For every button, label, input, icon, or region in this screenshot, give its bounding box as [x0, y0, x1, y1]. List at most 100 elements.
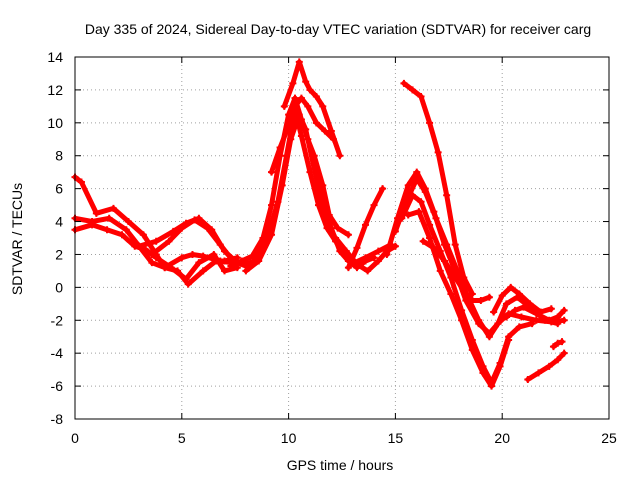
- data-point: [315, 201, 323, 209]
- data-point: [353, 260, 361, 268]
- data-point: [306, 86, 314, 94]
- data-point: [468, 346, 476, 354]
- data-point: [554, 313, 562, 321]
- data-point: [549, 343, 557, 351]
- y-tick-label: 6: [55, 181, 63, 197]
- data-point: [485, 293, 493, 301]
- data-point: [432, 214, 440, 222]
- data-point: [268, 201, 276, 209]
- y-tick-label: 14: [47, 49, 63, 65]
- data-point: [353, 244, 361, 252]
- data-point: [342, 247, 350, 255]
- data-point: [242, 267, 250, 275]
- data-point: [227, 262, 235, 270]
- data-point: [554, 356, 562, 364]
- data-point: [374, 257, 382, 265]
- data-point: [417, 198, 425, 206]
- data-point: [436, 267, 444, 275]
- data-point: [361, 254, 369, 262]
- data-point: [118, 231, 126, 239]
- data-point: [191, 216, 199, 224]
- data-point: [520, 303, 528, 311]
- data-point: [148, 259, 156, 267]
- data-point: [374, 247, 382, 255]
- series-sat-9: [268, 94, 337, 176]
- data-point: [408, 86, 416, 94]
- series-sat-16: [404, 208, 513, 390]
- data-point: [413, 175, 421, 183]
- chart-title: Day 335 of 2024, Sidereal Day-to-day VTE…: [85, 21, 591, 37]
- y-tick-label: 4: [55, 214, 63, 230]
- data-point: [195, 259, 203, 267]
- data-point: [334, 224, 342, 232]
- data-point: [210, 250, 218, 258]
- data-point: [178, 254, 186, 262]
- data-point: [485, 333, 493, 341]
- data-point: [92, 209, 100, 217]
- data-point: [507, 283, 515, 291]
- data-point: [364, 267, 372, 275]
- data-point: [434, 148, 442, 156]
- data-point: [361, 221, 369, 229]
- data-point: [415, 208, 423, 216]
- series-sat-14: [391, 175, 562, 341]
- data-point: [263, 234, 271, 242]
- data-point: [323, 224, 331, 232]
- data-point: [306, 168, 314, 176]
- data-point: [379, 185, 387, 193]
- y-tick-label: -4: [51, 345, 64, 361]
- data-point: [419, 237, 427, 245]
- data-point: [212, 257, 220, 265]
- data-point: [417, 92, 425, 100]
- data-point: [494, 320, 502, 328]
- data-point: [297, 94, 305, 102]
- data-point: [105, 214, 113, 222]
- data-point: [515, 290, 523, 298]
- data-point: [443, 241, 451, 249]
- series-sat-19: [490, 283, 555, 316]
- x-tick-label: 0: [71, 430, 79, 446]
- data-point: [77, 178, 85, 186]
- data-point: [174, 267, 182, 275]
- data-point: [289, 79, 297, 87]
- data-point: [391, 227, 399, 235]
- series-sat-22: [549, 338, 566, 351]
- data-point: [250, 257, 258, 265]
- x-tick-label: 15: [388, 430, 404, 446]
- data-point: [547, 305, 555, 313]
- data-point: [421, 188, 429, 196]
- data-point: [560, 349, 568, 357]
- y-tick-label: -8: [51, 411, 64, 427]
- plot-frame: [74, 56, 610, 420]
- x-axis-label: GPS time / hours: [287, 457, 394, 473]
- data-point: [184, 280, 192, 288]
- data-point: [460, 273, 468, 281]
- data-point: [268, 168, 276, 176]
- y-tick-label: 8: [55, 148, 63, 164]
- data-point: [398, 214, 406, 222]
- series-sat-10: [280, 58, 344, 160]
- data-point: [488, 382, 496, 390]
- data-point: [148, 250, 156, 258]
- y-tick-label: 2: [55, 246, 63, 262]
- data-point: [426, 234, 434, 242]
- data-point: [451, 241, 459, 249]
- x-tick-label: 25: [601, 430, 617, 446]
- data-point: [276, 144, 284, 151]
- data-point: [475, 316, 483, 324]
- series-sat-18: [419, 237, 493, 305]
- data-point: [515, 323, 523, 331]
- data-point: [532, 316, 540, 324]
- data-point: [199, 267, 207, 275]
- x-tick-label: 10: [281, 430, 297, 446]
- data-point: [312, 119, 320, 127]
- data-point: [310, 165, 318, 173]
- data-point: [280, 102, 288, 110]
- data-point: [505, 336, 513, 344]
- data-point: [152, 254, 160, 262]
- data-point: [319, 102, 327, 110]
- data-point: [221, 267, 229, 275]
- data-point: [285, 122, 293, 130]
